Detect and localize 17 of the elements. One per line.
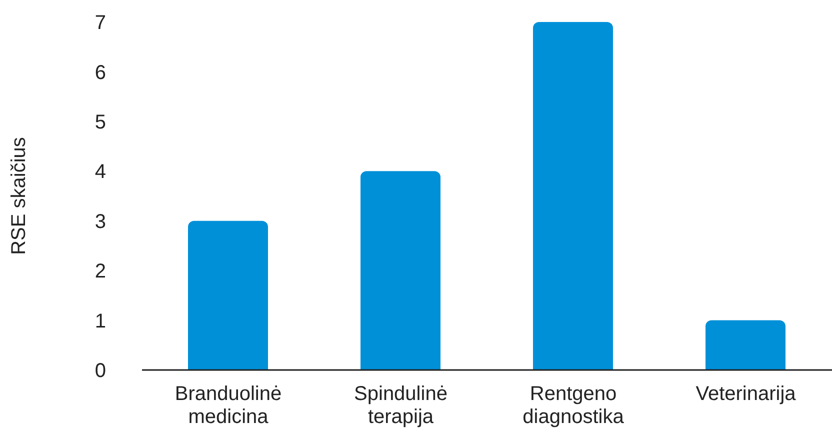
y-tick-label: 4	[94, 161, 106, 184]
bar	[533, 22, 613, 370]
bar	[360, 171, 440, 370]
y-tick-label: 3	[94, 210, 106, 233]
y-tick-label: 2	[94, 260, 106, 283]
x-tick-label: Veterinarija	[696, 383, 797, 405]
y-axis-title: RSE skaičius	[8, 137, 30, 255]
y-tick-label: 1	[94, 310, 106, 332]
x-tick-label: Spindulinė terapija	[354, 383, 448, 428]
bar	[706, 320, 786, 370]
y-tick-label: 6	[94, 62, 106, 84]
x-tick-label: Branduolinė medicina	[174, 383, 282, 428]
y-tick-label: 5	[94, 112, 106, 134]
y-tick-label: 0	[94, 360, 106, 382]
bar	[188, 220, 268, 370]
x-tick-label: Rentgeno diagnostika	[522, 383, 625, 428]
y-tick-label: 7	[94, 12, 106, 34]
